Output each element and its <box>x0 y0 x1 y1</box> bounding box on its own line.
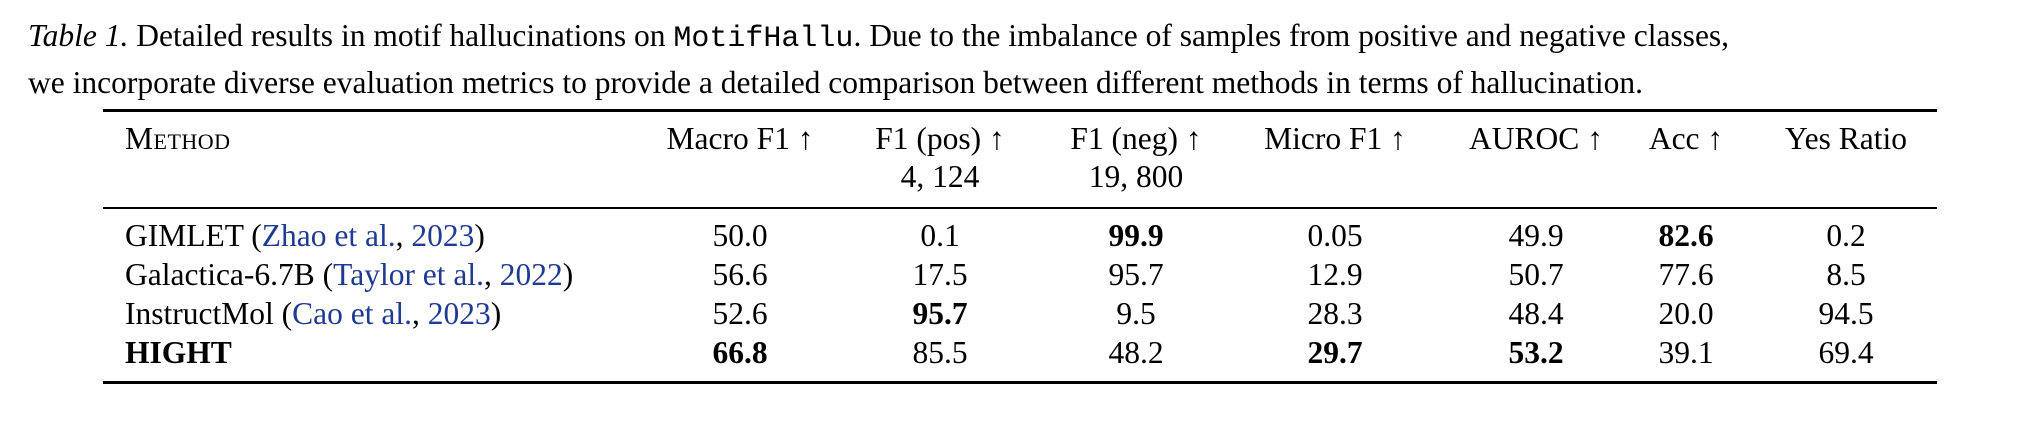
value-cell: 95.7 <box>912 296 968 331</box>
method-cell: InstructMol (Cao et al., 2023) <box>125 296 502 331</box>
caption-line-2: we incorporate diverse evaluation metric… <box>28 65 1644 100</box>
column-header-6: Acc ↑ <box>1649 120 1723 158</box>
table-bottom-rule <box>103 381 1937 384</box>
value-cell: 50.0 <box>712 218 768 253</box>
citation-author-link[interactable]: Cao et al. <box>292 296 412 331</box>
column-header-1: Macro F1 ↑ <box>667 120 814 158</box>
citation-year-link[interactable]: 2022 <box>499 257 563 292</box>
value-cell: 28.3 <box>1307 296 1363 331</box>
method-name: HIGHT <box>125 335 232 370</box>
caption-label: Table 1. <box>28 18 129 53</box>
column-header-label: AUROC ↑ <box>1469 121 1603 156</box>
value-cell: 56.6 <box>712 257 768 292</box>
value-cell: 94.5 <box>1818 296 1874 331</box>
caption-dataset-name: MotifHallu <box>673 22 854 56</box>
column-header-label: Yes Ratio <box>1785 121 1907 156</box>
value-cell: 82.6 <box>1658 218 1714 253</box>
column-header-label: Macro F1 ↑ <box>666 121 814 156</box>
method-name: GIMLET <box>125 218 244 253</box>
value-cell: 49.9 <box>1508 218 1564 253</box>
value-cell: 48.2 <box>1108 335 1164 370</box>
method-cell: GIMLET (Zhao et al., 2023) <box>125 218 485 253</box>
method-name: Galactica-6.7B <box>125 257 315 292</box>
value-cell: 8.5 <box>1826 257 1866 292</box>
caption-line-1: Table 1. Detailed results in motif hallu… <box>28 14 2018 61</box>
column-header-label: F1 (neg) ↑ <box>1070 121 1202 156</box>
value-cell: 48.4 <box>1508 296 1564 331</box>
caption-text-after: . Due to the imbalance of samples from p… <box>853 18 1730 53</box>
value-cell: 0.2 <box>1826 218 1866 253</box>
column-header-label: Micro F1 ↑ <box>1264 121 1406 156</box>
value-cell: 95.7 <box>1108 257 1164 292</box>
method-cell: Galactica-6.7B (Taylor et al., 2022) <box>125 257 574 292</box>
table-top-rule <box>103 109 1937 112</box>
column-header-label: Method <box>125 121 231 156</box>
value-cell: 50.7 <box>1508 257 1564 292</box>
method-name: InstructMol <box>125 296 274 331</box>
column-header-sample-count: 4, 124 <box>900 159 980 194</box>
value-cell: 52.6 <box>712 296 768 331</box>
column-header-label: F1 (pos) ↑ <box>875 121 1005 156</box>
value-cell: 66.8 <box>712 335 768 370</box>
value-cell: 20.0 <box>1658 296 1714 331</box>
column-header-4: Micro F1 ↑ <box>1264 120 1406 158</box>
table-caption: Table 1. Detailed results in motif hallu… <box>28 14 2018 105</box>
column-header-7: Yes Ratio <box>1785 120 1907 158</box>
value-cell: 12.9 <box>1307 257 1363 292</box>
value-cell: 69.4 <box>1818 335 1874 370</box>
method-cell: HIGHT <box>125 334 232 372</box>
table-header-rule <box>103 207 1937 209</box>
citation-author-link[interactable]: Taylor et al. <box>333 257 485 292</box>
column-header-sample-count: 19, 800 <box>1088 159 1184 194</box>
column-header-3: F1 (neg) ↑ 19, 800 <box>1070 120 1201 196</box>
value-cell: 9.5 <box>1116 296 1156 331</box>
value-cell: 77.6 <box>1658 257 1714 292</box>
value-cell: 17.5 <box>912 257 968 292</box>
column-header-0: Method <box>125 120 231 158</box>
value-cell: 0.1 <box>920 218 960 253</box>
value-cell: 85.5 <box>912 335 968 370</box>
value-cell: 53.2 <box>1508 335 1564 370</box>
value-cell: 99.9 <box>1108 218 1164 253</box>
caption-text-before: Detailed results in motif hallucinations… <box>128 18 674 53</box>
citation-year-link[interactable]: 2023 <box>411 218 475 253</box>
value-cell: 39.1 <box>1658 335 1714 370</box>
column-header-label: Acc ↑ <box>1648 121 1724 156</box>
column-header-5: AUROC ↑ <box>1469 120 1603 158</box>
value-cell: 29.7 <box>1307 335 1363 370</box>
citation-author-link[interactable]: Zhao et al. <box>261 218 396 253</box>
value-cell: 0.05 <box>1307 218 1363 253</box>
citation-year-link[interactable]: 2023 <box>427 296 491 331</box>
column-header-2: F1 (pos) ↑ 4, 124 <box>875 120 1005 196</box>
